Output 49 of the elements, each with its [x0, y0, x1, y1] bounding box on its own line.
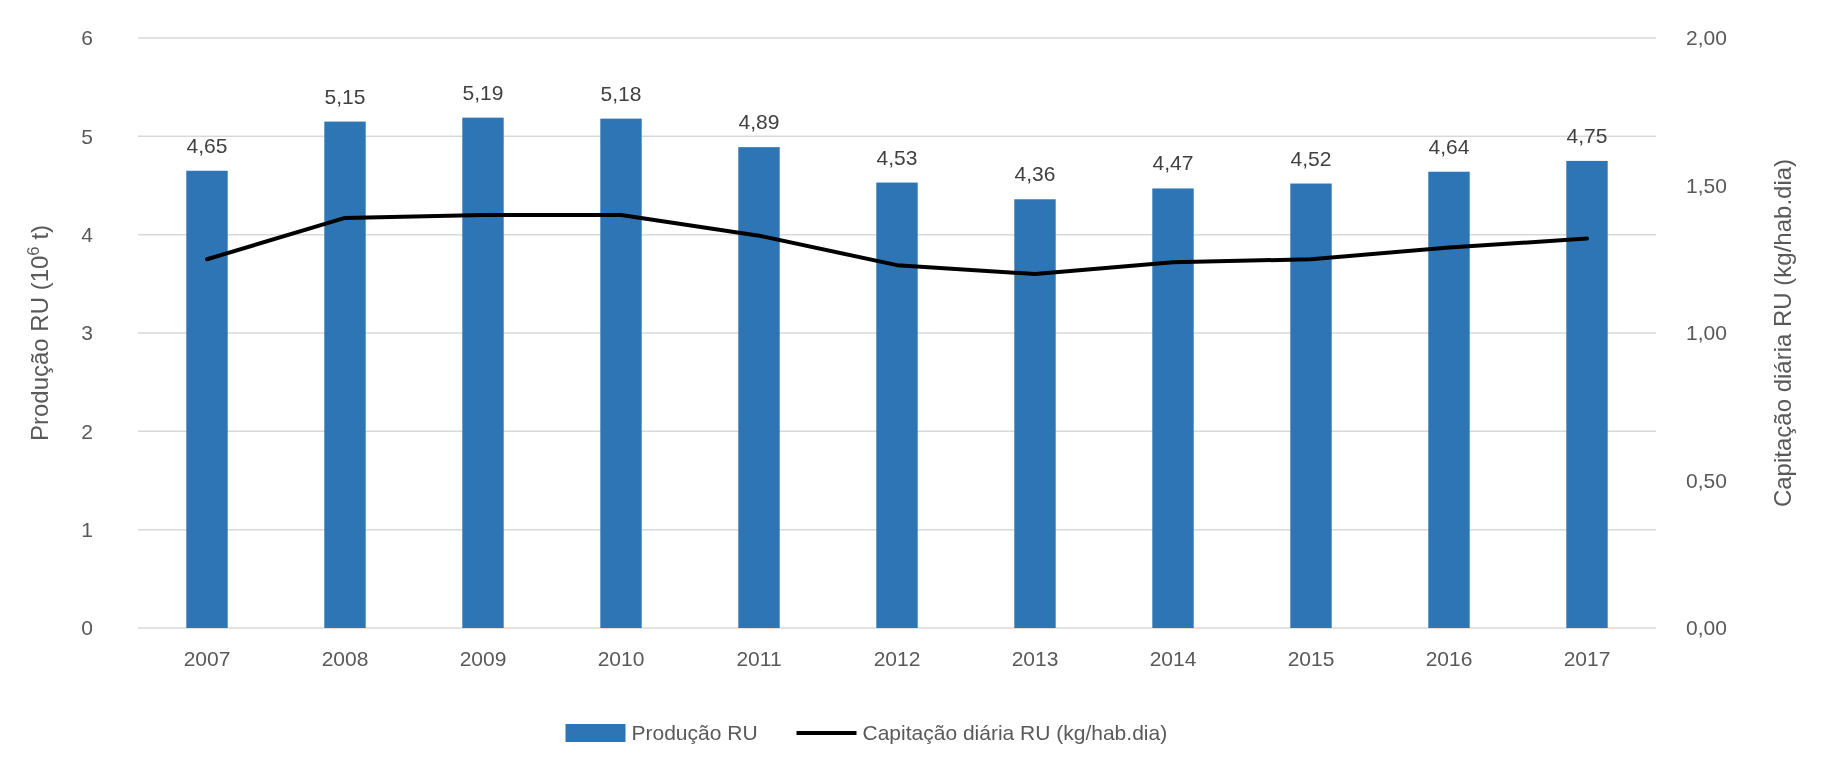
- data-label: 4,36: [1014, 162, 1056, 186]
- data-label: 4,64: [1428, 134, 1470, 158]
- y-tick-label: 3: [81, 321, 93, 345]
- bar: [1014, 199, 1056, 628]
- bar: [600, 118, 642, 628]
- data-label: 5,19: [462, 80, 504, 104]
- y2-axis-title: Capitação diária RU (kg/hab.dia): [1769, 158, 1796, 508]
- x-tick-label: 2009: [459, 647, 507, 670]
- bar: [1566, 160, 1608, 628]
- y2-tick-label: 0,00: [1686, 616, 1727, 640]
- x-tick-label: 2016: [1425, 647, 1473, 670]
- data-label: 5,15: [324, 84, 366, 108]
- x-tick-label: 2008: [321, 647, 369, 670]
- data-label: 4,65: [186, 133, 228, 157]
- x-tick-label: 2015: [1287, 647, 1335, 670]
- data-label: 4,52: [1290, 146, 1332, 170]
- y2-tick-label: 1,00: [1686, 321, 1727, 345]
- data-label: 4,89: [738, 110, 780, 134]
- bar: [1428, 171, 1470, 628]
- legend-label: Capitação diária RU (kg/hab.dia): [862, 721, 1168, 745]
- bar: [462, 117, 504, 628]
- x-tick-label: 2014: [1149, 647, 1197, 670]
- bar: [186, 170, 228, 628]
- bar: [1290, 183, 1332, 628]
- y2-tick-label: 2,00: [1686, 26, 1727, 50]
- bar: [1152, 188, 1194, 628]
- y-tick-label: 5: [81, 124, 93, 148]
- x-tick-label: 2007: [183, 647, 231, 670]
- data-label: 4,75: [1566, 123, 1608, 147]
- bar: [738, 147, 780, 628]
- x-tick-label: 2011: [736, 647, 782, 670]
- x-tick-label: 2012: [873, 647, 921, 670]
- bar: [876, 182, 918, 628]
- data-label: 4,47: [1152, 151, 1194, 175]
- y-tick-label: 2: [81, 419, 93, 443]
- data-label: 4,53: [876, 145, 918, 169]
- y2-tick-label: 0,50: [1686, 468, 1727, 492]
- line-series: [205, 213, 1589, 276]
- y-tick-label: 1: [81, 518, 93, 542]
- legend-label: Produção RU: [631, 721, 758, 745]
- bar: [324, 121, 366, 628]
- data-label: 5,18: [600, 81, 642, 105]
- x-tick-label: 2013: [1011, 647, 1059, 670]
- x-tick-label: 2017: [1563, 647, 1611, 670]
- y-tick-label: 4: [81, 223, 94, 247]
- x-tick-label: 2010: [597, 647, 645, 670]
- y-tick-label: 0: [81, 616, 93, 640]
- y-tick-label: 6: [81, 26, 93, 50]
- y2-tick-label: 1,50: [1686, 173, 1727, 197]
